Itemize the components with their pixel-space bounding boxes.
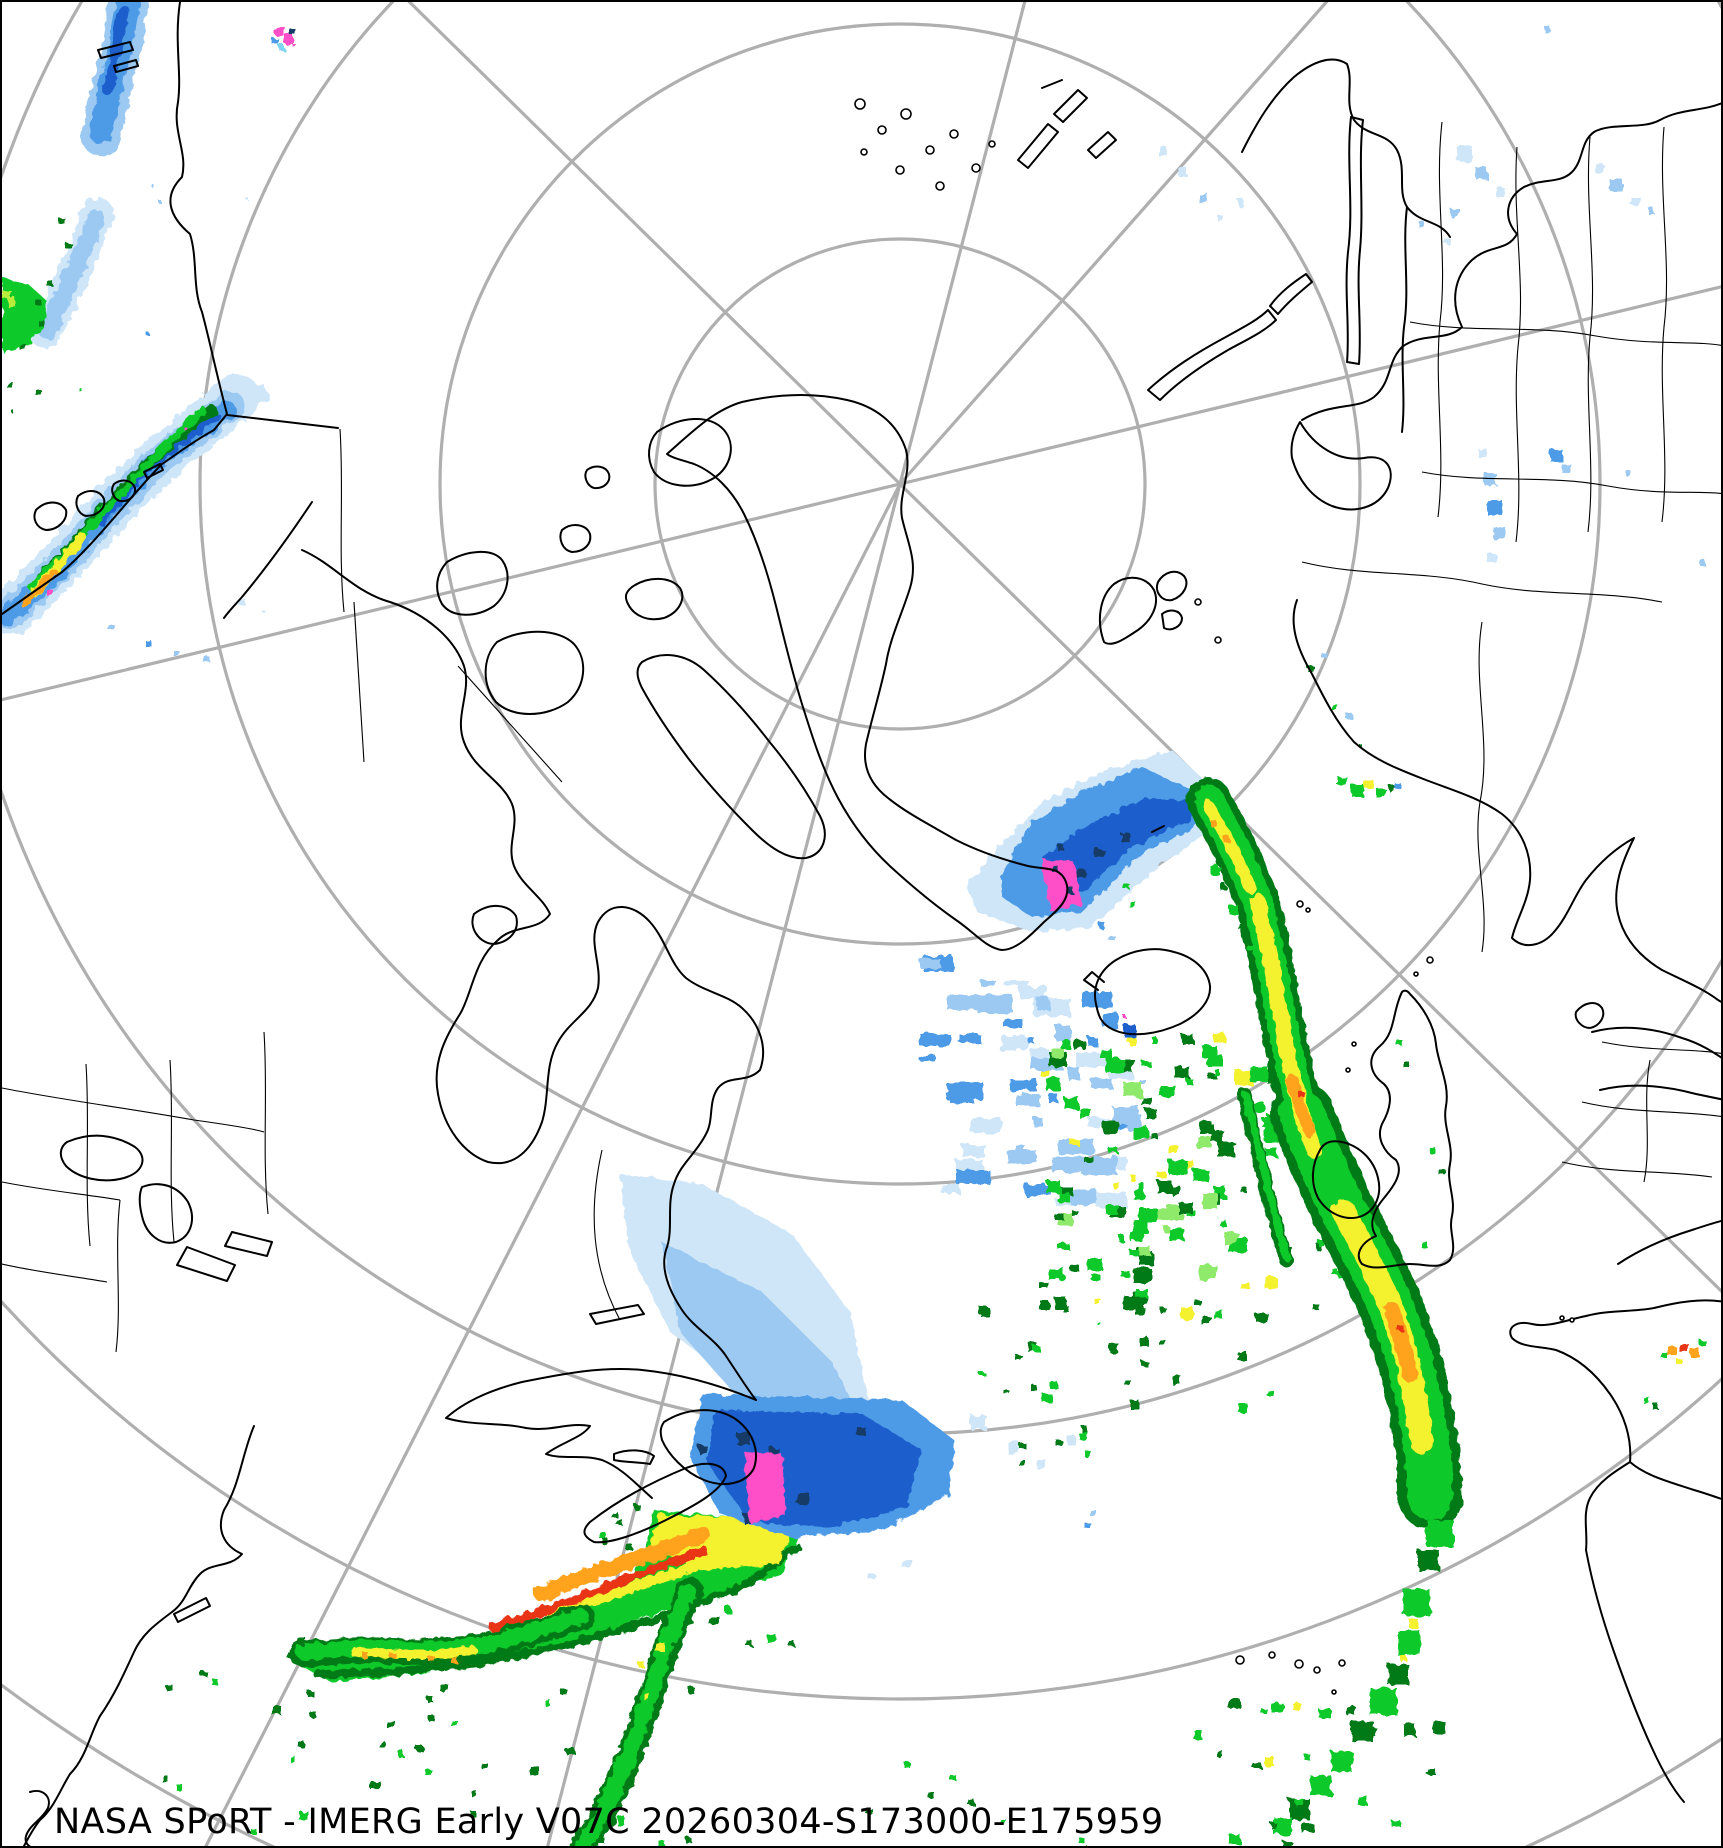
map-caption: NASA SPoRT - IMERG Early V07C 20260304-S… — [54, 1802, 1164, 1842]
island-dots-layer — [854, 98, 1575, 1695]
borders-layer — [2, 121, 1721, 1353]
